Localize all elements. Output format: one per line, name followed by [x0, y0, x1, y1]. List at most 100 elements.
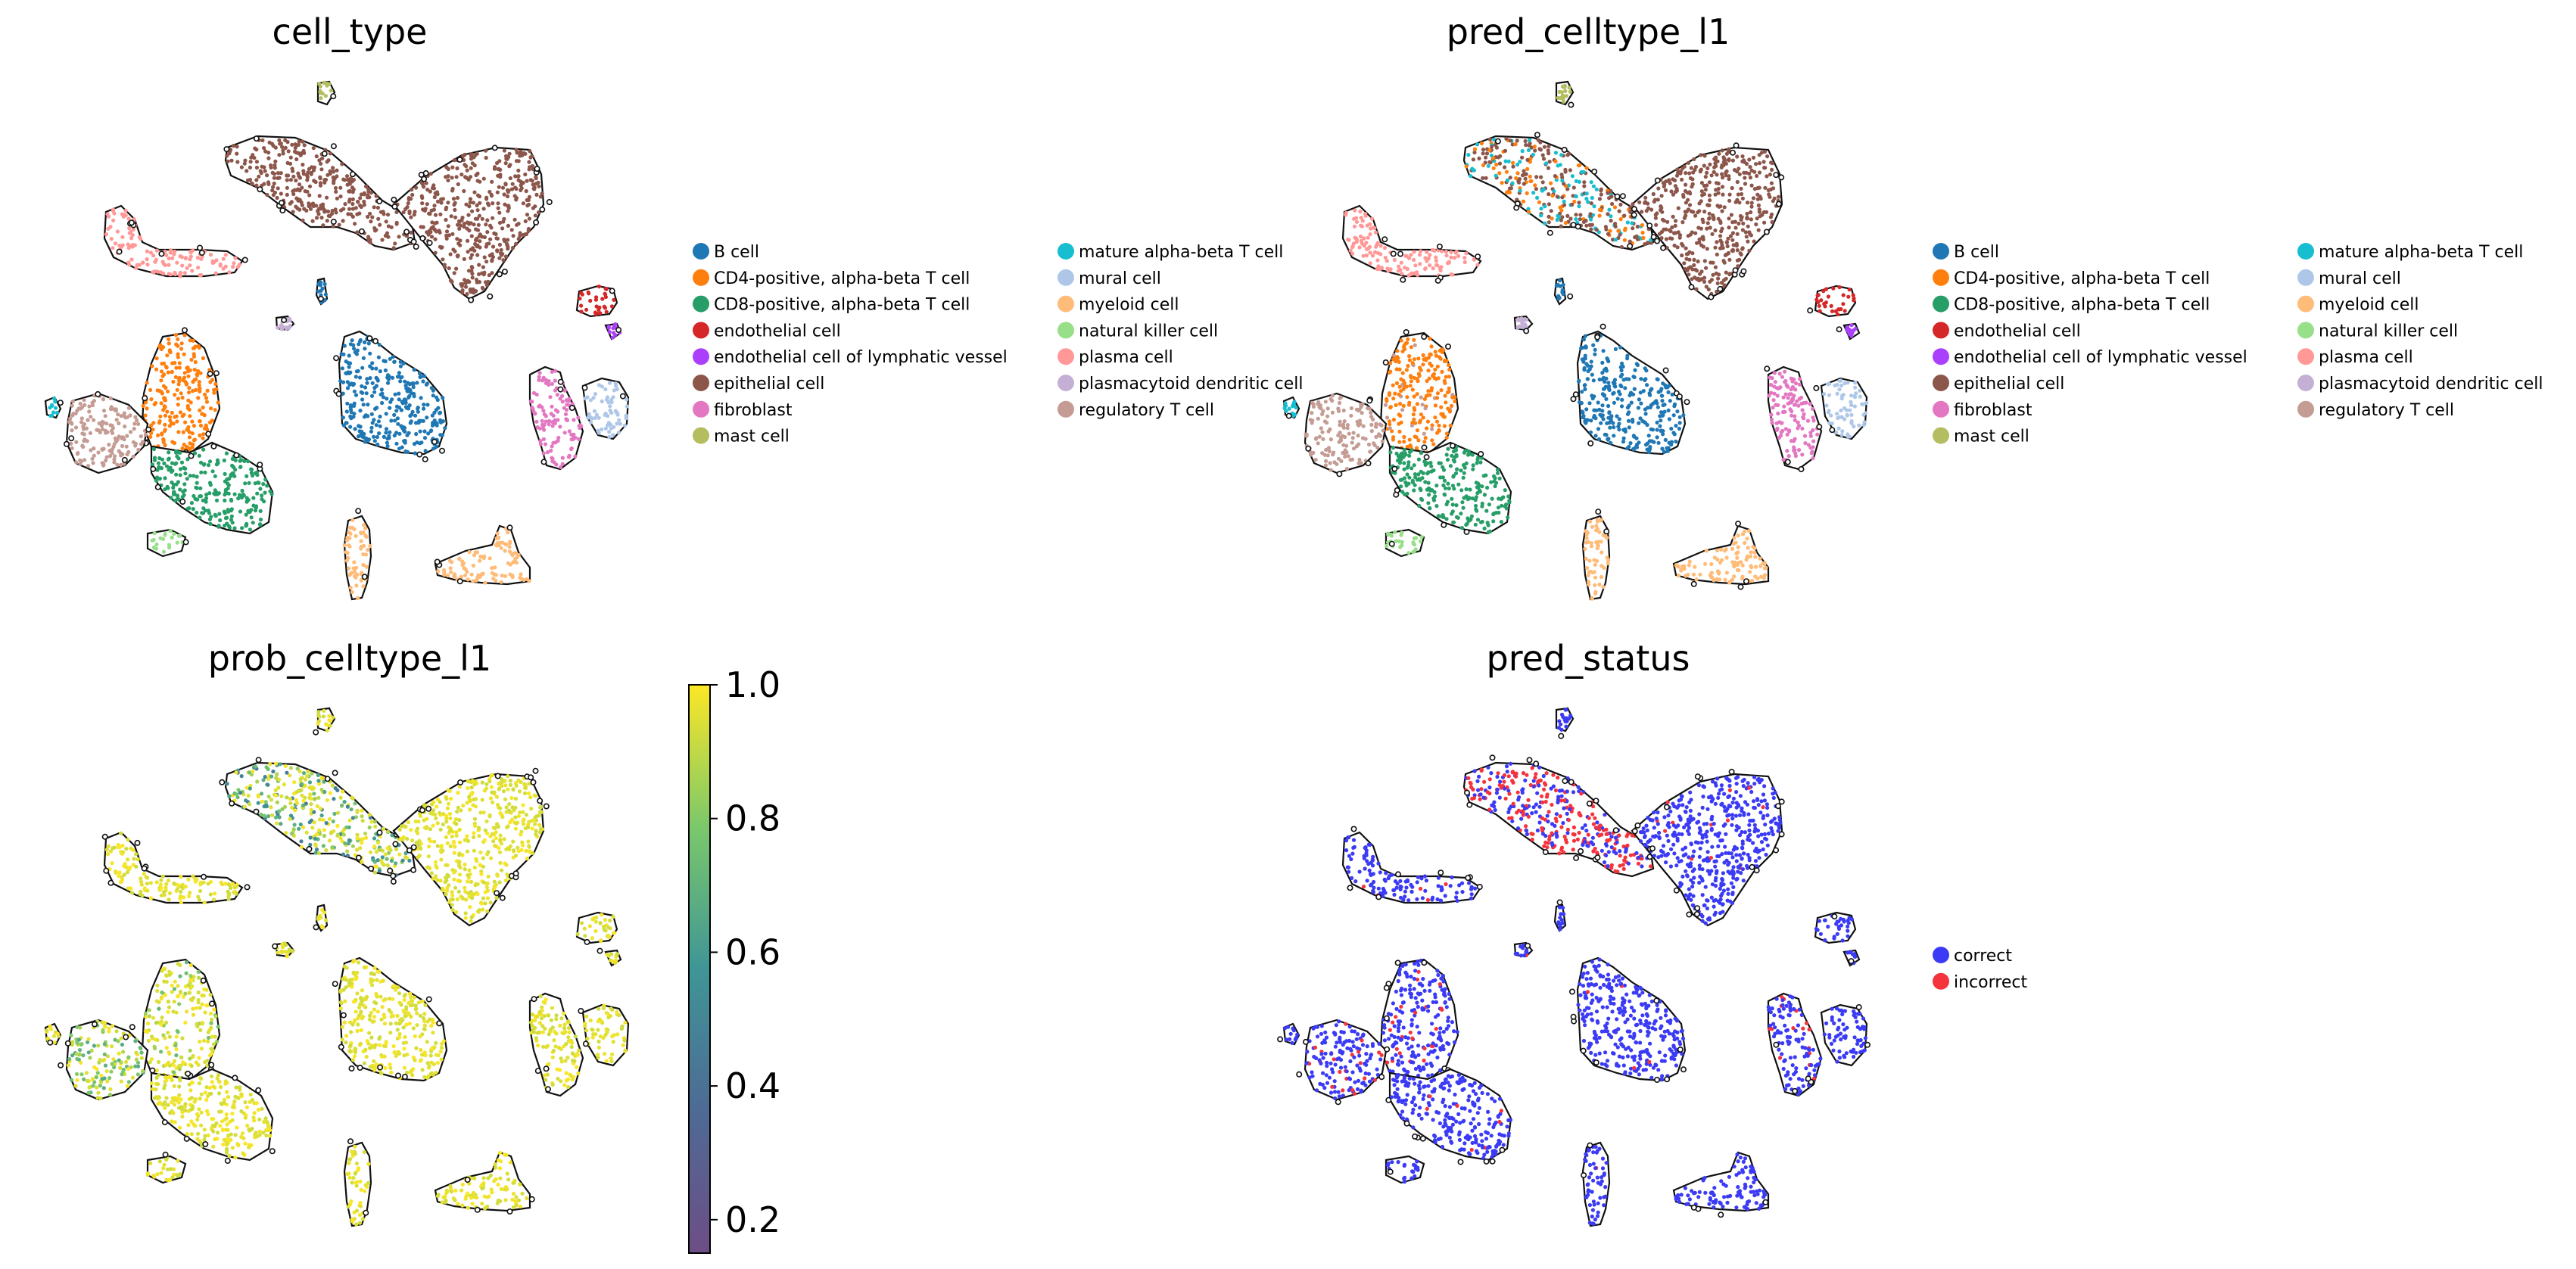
cell-point: [352, 574, 357, 579]
cell-point: [453, 249, 457, 253]
cell-point: [432, 204, 437, 208]
cell-point: [1601, 585, 1606, 589]
cell-point: [1612, 400, 1616, 405]
cell-point: [244, 512, 248, 517]
cell-point: [162, 372, 167, 377]
cell-point: [1283, 401, 1288, 406]
cell-point: [342, 543, 347, 548]
cell-point: [1691, 572, 1696, 577]
cell-point: [1631, 446, 1636, 451]
cell-point: [363, 440, 367, 444]
cell-point: [1398, 453, 1403, 458]
outlier-point: [456, 157, 463, 163]
cell-point: [224, 451, 229, 456]
cell-point: [145, 263, 150, 267]
cell-point: [368, 211, 372, 216]
cell-point: [1400, 408, 1405, 412]
cell-point: [273, 166, 277, 170]
cell-point: [506, 244, 510, 249]
cell-point: [1793, 403, 1797, 407]
cell-point: [100, 461, 104, 465]
cell-point: [534, 192, 539, 197]
cell-point: [294, 178, 298, 183]
cell-point: [265, 173, 269, 178]
cell-point: [1425, 426, 1429, 431]
cell-point: [175, 387, 179, 392]
cell-point: [362, 203, 366, 207]
cell-point: [1350, 440, 1354, 445]
cell-point: [372, 439, 377, 443]
cell-point: [245, 499, 249, 504]
cell-point: [163, 406, 167, 410]
cell-point: [519, 572, 523, 577]
cell-point: [239, 495, 244, 500]
cell-point: [477, 263, 481, 267]
cell-point: [1636, 406, 1640, 410]
cell-point: [1689, 166, 1693, 170]
cell-point: [1781, 457, 1786, 462]
cell-point: [533, 213, 537, 218]
cell-point: [1464, 487, 1469, 492]
cell-point: [1632, 375, 1637, 380]
cell-point: [1796, 420, 1800, 425]
cell-point: [544, 419, 548, 424]
cell-point: [1589, 364, 1593, 369]
cell-point: [487, 273, 491, 278]
cell-point: [1682, 164, 1687, 169]
cell-point: [541, 375, 546, 380]
cell-point: [1391, 435, 1396, 440]
cell-point: [1434, 255, 1438, 260]
cell-point: [1599, 208, 1603, 213]
cell-point: [1765, 154, 1770, 159]
cell-point: [1748, 176, 1752, 180]
cell-point: [469, 253, 475, 257]
cell-point: [444, 233, 449, 238]
outlier-point: [1688, 284, 1695, 291]
cell-point: [1419, 395, 1423, 400]
cell-point: [352, 403, 357, 409]
legend-swatch: [693, 375, 709, 391]
cell-point: [1478, 460, 1483, 465]
cell-point: [1378, 244, 1383, 248]
cell-point: [191, 442, 195, 447]
cell-point: [292, 149, 297, 154]
cell-point: [1412, 543, 1417, 547]
cell-point: [1590, 222, 1594, 227]
cell-point: [428, 429, 433, 434]
cell-point: [212, 390, 216, 395]
cell-point: [1600, 409, 1605, 413]
cell-point: [366, 189, 371, 194]
cell-point: [1708, 198, 1712, 203]
cell-point: [1481, 474, 1486, 478]
cell-point: [178, 473, 182, 477]
cell-point: [360, 571, 364, 575]
cell-point: [1692, 263, 1696, 267]
cell-point: [1487, 160, 1492, 164]
cell-point: [1606, 561, 1610, 566]
cell-point: [413, 210, 417, 214]
cell-point: [1601, 417, 1606, 421]
cell-point: [1749, 204, 1754, 209]
cell-point: [1655, 428, 1659, 432]
cell-point: [1571, 185, 1576, 190]
outlier-point: [257, 186, 263, 193]
outlier-point: [1523, 328, 1530, 334]
cell-point: [1325, 406, 1330, 411]
cell-point: [433, 250, 438, 255]
cell-point: [1643, 195, 1648, 200]
cell-point: [163, 422, 167, 427]
cell-point: [1525, 166, 1530, 171]
cell-point: [1584, 407, 1589, 412]
cell-point: [1481, 148, 1486, 152]
outlier-point: [568, 404, 575, 411]
outlier-point: [182, 327, 188, 334]
cell-point: [1397, 384, 1402, 389]
cell-point: [1347, 238, 1351, 242]
cell-point: [1658, 424, 1662, 428]
cell-point: [1526, 210, 1531, 214]
legend-item: mature alpha-beta T cell: [2297, 243, 2523, 262]
cell-point: [1400, 540, 1404, 544]
cell-point: [132, 421, 137, 426]
cell-point: [307, 166, 312, 171]
